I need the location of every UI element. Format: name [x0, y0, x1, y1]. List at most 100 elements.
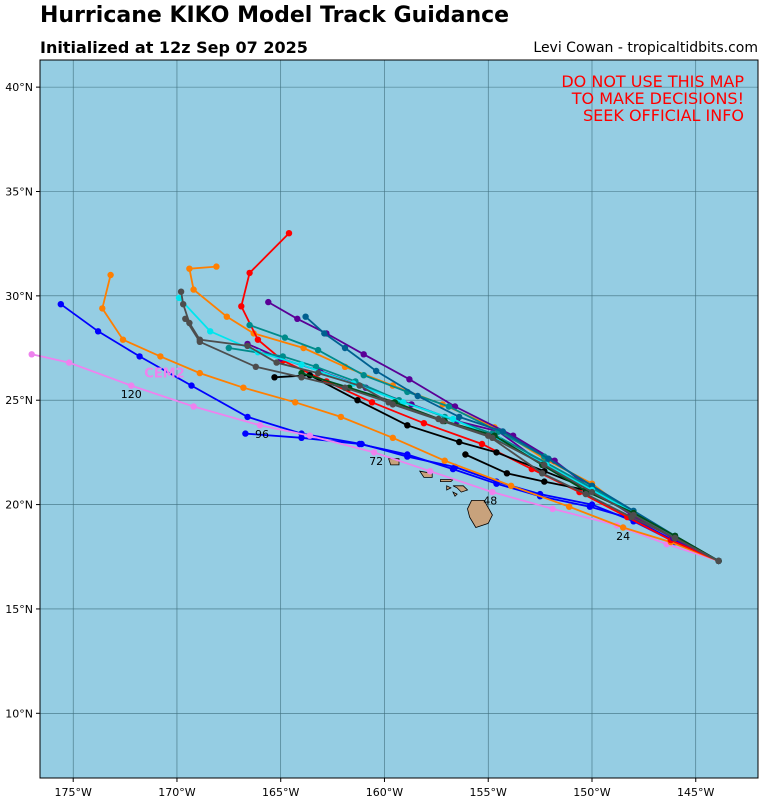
- track-line: [180, 291, 720, 562]
- track-point: [302, 313, 309, 320]
- track-point: [256, 422, 264, 429]
- track-point: [499, 428, 506, 435]
- track-point: [360, 351, 367, 358]
- track-point: [406, 376, 413, 383]
- track-point: [265, 298, 272, 306]
- track-point: [356, 382, 363, 389]
- track-point: [503, 470, 511, 477]
- track-point: [246, 269, 253, 277]
- island: [467, 499, 493, 528]
- track-point: [314, 346, 322, 354]
- lon-tick-label: 155°W: [470, 786, 507, 799]
- track-point: [298, 374, 305, 381]
- island: [452, 485, 469, 493]
- track-point: [188, 382, 195, 389]
- lon-tick-label: 175°W: [55, 786, 92, 799]
- track-point: [354, 397, 361, 404]
- track-point: [242, 430, 249, 437]
- track-point: [435, 415, 442, 423]
- track-point: [207, 328, 214, 335]
- track-point: [341, 384, 349, 391]
- credit-text: Levi Cowan - tropicaltidbits.com: [533, 40, 758, 56]
- warning-line-1: DO NOT USE THIS MAP: [561, 72, 744, 91]
- track-point: [314, 369, 322, 377]
- track-point: [285, 230, 293, 237]
- track-point: [238, 303, 245, 310]
- track-point: [449, 415, 457, 423]
- track-point: [306, 432, 313, 439]
- track-point: [186, 265, 193, 272]
- track-point: [588, 488, 596, 496]
- track-point: [223, 313, 230, 320]
- track-point: [341, 344, 349, 352]
- track-point: [485, 432, 492, 439]
- track-point: [489, 488, 496, 496]
- island: [446, 485, 452, 491]
- track-point: [225, 344, 232, 352]
- track-point: [671, 534, 679, 542]
- track-point: [400, 399, 407, 406]
- chart-title: Hurricane KIKO Model Track Guidance: [40, 3, 510, 28]
- track-point: [426, 468, 434, 475]
- track-point: [566, 503, 573, 510]
- axis-ticks: 175°W 170°W 165°W 160°W 155°W 150°W 145°W 10°N 1…: [5, 81, 714, 799]
- track-point: [586, 503, 594, 510]
- track-point: [368, 399, 376, 406]
- island: [452, 491, 458, 497]
- track-point: [196, 369, 203, 377]
- track-point: [252, 363, 259, 370]
- lat-tick-label: 25°N: [5, 394, 33, 407]
- track-point: [385, 399, 392, 406]
- track-point: [298, 361, 305, 368]
- track-point: [157, 353, 164, 360]
- track-point: [28, 351, 35, 358]
- lon-tick-label: 150°W: [573, 786, 610, 799]
- track-line: [301, 372, 720, 562]
- forecast-hour-label: 24: [616, 530, 630, 543]
- track-point: [715, 557, 722, 565]
- track-point: [99, 305, 106, 312]
- track-point: [541, 461, 548, 469]
- track-point: [456, 438, 463, 446]
- track-point: [539, 470, 546, 477]
- track-point: [254, 336, 262, 343]
- track-point: [507, 482, 515, 489]
- track-point: [300, 344, 307, 352]
- track-point: [244, 342, 251, 350]
- track-point: [292, 399, 299, 406]
- forecast-hour-label: 72: [369, 455, 383, 468]
- track-point: [404, 422, 411, 429]
- track-point: [478, 440, 486, 448]
- track-point: [456, 413, 463, 421]
- track-point: [414, 392, 421, 400]
- track-point: [177, 288, 185, 295]
- track-point: [389, 434, 396, 441]
- forecast-hour-label: 96: [255, 428, 269, 441]
- lat-tick-label: 35°N: [5, 185, 33, 198]
- track-point: [190, 286, 197, 293]
- track-point: [337, 413, 345, 421]
- track-point: [182, 315, 189, 322]
- track-point: [441, 457, 448, 464]
- track-point: [312, 363, 320, 370]
- warning-line-3: SEEK OFFICIAL INFO: [583, 106, 744, 125]
- track-point: [549, 505, 556, 512]
- warning-line-2: TO MAKE DECISIONS!: [571, 89, 744, 108]
- track-point: [321, 330, 328, 337]
- track-point: [445, 403, 452, 410]
- model-name-label: CEM2: [144, 366, 184, 381]
- ocean-background: [40, 60, 758, 778]
- lat-tick-label: 20°N: [5, 499, 33, 512]
- track-point: [57, 301, 64, 308]
- initialization-subtitle: Initialized at 12z Sep 07 2025: [40, 38, 308, 57]
- track-point: [373, 367, 380, 375]
- grid-lines: [40, 60, 758, 778]
- lon-tick-label: 165°W: [262, 786, 299, 799]
- track-point: [493, 449, 500, 456]
- track-point: [582, 490, 589, 498]
- track-point: [541, 478, 548, 485]
- track-point: [213, 263, 220, 270]
- warning-box: DO NOT USE THIS MAP TO MAKE DECISIONS! S…: [561, 72, 744, 125]
